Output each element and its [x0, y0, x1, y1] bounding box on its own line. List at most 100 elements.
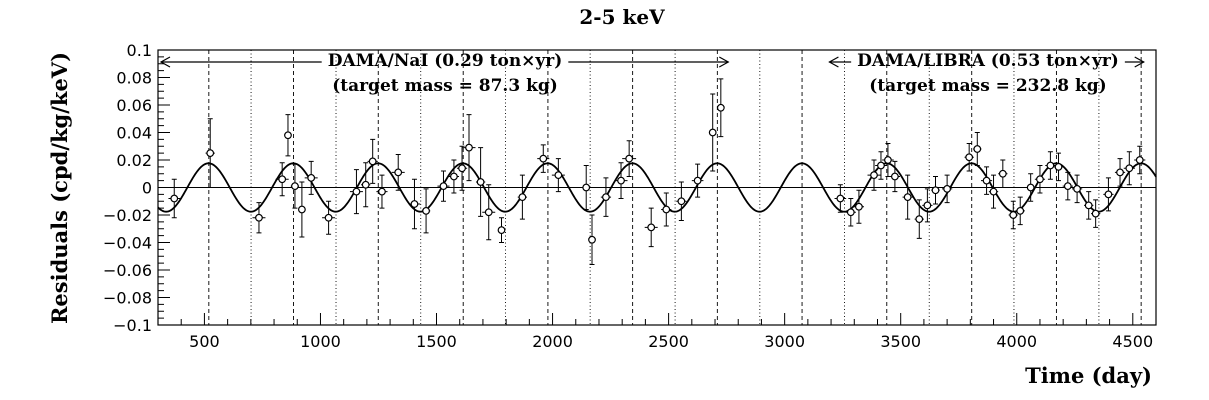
data-point	[661, 192, 672, 227]
y-tick-label: 0.04	[116, 124, 152, 143]
data-point	[914, 199, 924, 239]
data-point	[290, 163, 300, 209]
data-marker	[458, 164, 466, 173]
data-point	[482, 184, 496, 241]
data-point	[168, 178, 181, 219]
data-point	[304, 160, 318, 195]
data-marker	[870, 171, 878, 180]
data-point	[998, 159, 1008, 188]
data-marker	[989, 187, 998, 196]
y-tick-label: −0.04	[103, 234, 152, 253]
data-marker	[965, 153, 974, 162]
data-marker	[1084, 201, 1093, 210]
data-marker	[1026, 183, 1035, 192]
data-marker	[1116, 168, 1124, 177]
data-point	[376, 174, 388, 209]
y-tick-label: 0	[142, 179, 152, 198]
data-marker	[1054, 162, 1063, 171]
libra-arrowhead-left	[828, 56, 839, 68]
x-tick-label: 2000	[532, 332, 573, 351]
data-point	[1015, 196, 1025, 226]
data-marker	[450, 172, 458, 181]
data-marker	[931, 186, 940, 195]
data-marker	[890, 172, 899, 181]
x-tick-label: 3000	[764, 332, 805, 351]
data-marker	[170, 194, 179, 203]
data-point	[284, 114, 292, 157]
data-point	[716, 78, 725, 138]
data-marker	[982, 176, 991, 185]
data-point	[517, 174, 528, 220]
x-tick-label: 2500	[648, 332, 689, 351]
data-marker	[923, 201, 932, 210]
data-point	[882, 143, 894, 177]
data-point	[942, 174, 953, 204]
data-marker	[1046, 161, 1055, 170]
data-marker	[884, 156, 892, 164]
plot-area: −0.1 −0.08 −0.06 −0.04 −0.02 0 0.02 0.04 0.06 0.0…	[103, 41, 1157, 351]
nai-arrowhead-left	[159, 56, 171, 68]
x-tick-label: 3500	[880, 332, 921, 351]
data-marker	[855, 202, 863, 211]
data-point	[537, 144, 550, 173]
data-marker	[324, 213, 333, 222]
data-marker	[836, 194, 845, 203]
data-point	[1034, 165, 1046, 194]
data-marker	[617, 176, 625, 185]
data-marker	[1135, 156, 1144, 164]
data-point	[1008, 200, 1018, 230]
data-marker	[647, 223, 656, 232]
data-marker	[903, 193, 912, 202]
libra-label: DAMA/LIBRA (0.53 ton×yr)	[857, 51, 1119, 71]
data-point	[297, 181, 306, 238]
data-point	[462, 114, 476, 182]
data-marker	[378, 187, 386, 196]
data-point	[676, 181, 687, 221]
y-tick-label: 0.08	[116, 69, 152, 88]
y-axis-label: Residuals (cpd/kg/keV)	[47, 52, 72, 324]
data-point	[1084, 191, 1094, 220]
x-axis-label: Time (day)	[1025, 363, 1152, 388]
data-marker	[998, 169, 1007, 178]
data-point	[691, 163, 704, 198]
data-point	[964, 143, 974, 172]
data-marker	[1016, 206, 1025, 215]
data-marker	[1063, 182, 1072, 191]
data-point	[391, 154, 405, 191]
data-marker	[877, 161, 885, 170]
data-point	[448, 159, 460, 194]
data-marker	[1125, 164, 1134, 173]
data-marker	[1091, 209, 1100, 218]
data-point	[408, 178, 421, 230]
data-point	[475, 147, 486, 217]
data-point	[497, 217, 506, 243]
data-point	[981, 166, 993, 195]
data-marker	[625, 154, 634, 163]
y-tick-label: 0.1	[127, 41, 152, 60]
data-point	[551, 158, 565, 193]
data-marker	[943, 184, 952, 193]
data-marker	[465, 143, 473, 152]
data-point	[252, 202, 266, 234]
data-point	[644, 207, 658, 248]
data-point	[1053, 152, 1064, 182]
data-marker	[484, 208, 493, 217]
data-marker	[915, 215, 924, 224]
data-point	[902, 174, 913, 220]
data-point	[349, 169, 363, 215]
x-tick-label: 4500	[1112, 332, 1153, 351]
data-point	[421, 188, 431, 234]
data-marker	[297, 205, 306, 214]
x-tick-label: 1000	[300, 332, 341, 351]
data-marker	[439, 182, 448, 191]
data-point	[588, 214, 596, 265]
libra-arrowhead-right	[1134, 56, 1145, 68]
data-point	[622, 140, 637, 177]
data-point	[973, 132, 982, 166]
y-tick-label: 0.06	[116, 96, 152, 115]
data-point	[581, 165, 591, 210]
y-tick-label: 0.02	[116, 151, 152, 170]
data-marker	[582, 183, 591, 192]
data-point	[456, 145, 468, 191]
data-point	[853, 189, 865, 224]
